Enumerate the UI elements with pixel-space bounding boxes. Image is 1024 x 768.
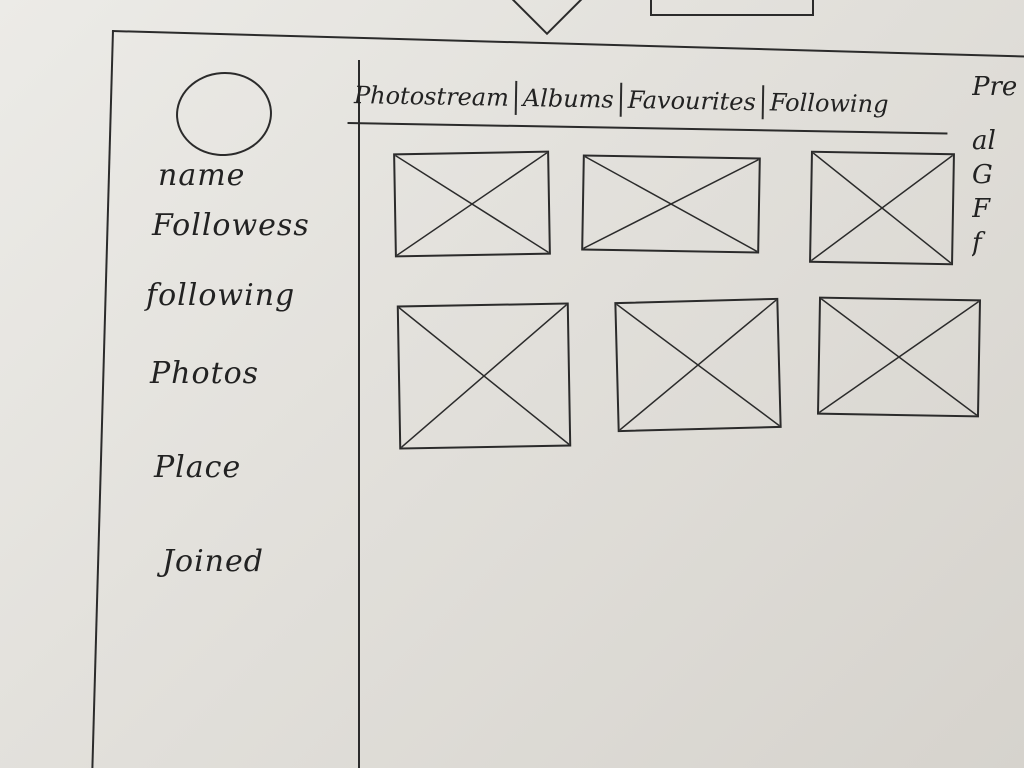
photo-placeholder-4[interactable]	[396, 302, 572, 450]
right-note-line: f	[972, 228, 982, 258]
profile-following[interactable]: following	[146, 278, 296, 313]
right-note-line	[972, 104, 1024, 124]
right-note-line: G	[972, 160, 993, 190]
right-note-line: F	[972, 194, 991, 224]
profile-photos[interactable]: Photos	[150, 356, 260, 391]
top-partial-shape-left	[508, 0, 586, 36]
photo-placeholder-2[interactable]	[581, 154, 761, 254]
tab-bar: Photostream Albums Favourites Following	[347, 68, 949, 135]
right-margin-notes: Pre al G F f	[972, 70, 1024, 290]
image-placeholder-icon	[616, 300, 779, 430]
image-placeholder-icon	[395, 153, 549, 256]
profile-sidebar: name Followess following Photos Place Jo…	[118, 60, 360, 768]
tab-albums[interactable]: Albums	[514, 80, 621, 117]
avatar[interactable]	[173, 68, 275, 160]
tab-following[interactable]: Following	[761, 85, 895, 122]
right-note-line: al	[972, 126, 996, 156]
photo-placeholder-3[interactable]	[809, 150, 955, 266]
photo-placeholder-1[interactable]	[393, 150, 551, 258]
top-partial-shape-right	[650, 0, 814, 16]
image-placeholder-icon	[399, 305, 569, 448]
profile-joined: Joined	[162, 544, 264, 579]
tab-favourites[interactable]: Favourites	[619, 82, 763, 120]
profile-followers[interactable]: Followess	[152, 208, 310, 243]
image-placeholder-icon	[819, 299, 979, 416]
image-placeholder-icon	[811, 153, 953, 263]
image-placeholder-icon	[583, 156, 759, 251]
right-note-line: Pre	[972, 72, 1018, 102]
photo-placeholder-5[interactable]	[614, 297, 782, 433]
profile-place: Place	[154, 450, 242, 485]
photo-placeholder-6[interactable]	[816, 296, 982, 418]
tab-photostream[interactable]: Photostream	[353, 81, 510, 112]
profile-name: name	[158, 158, 246, 193]
